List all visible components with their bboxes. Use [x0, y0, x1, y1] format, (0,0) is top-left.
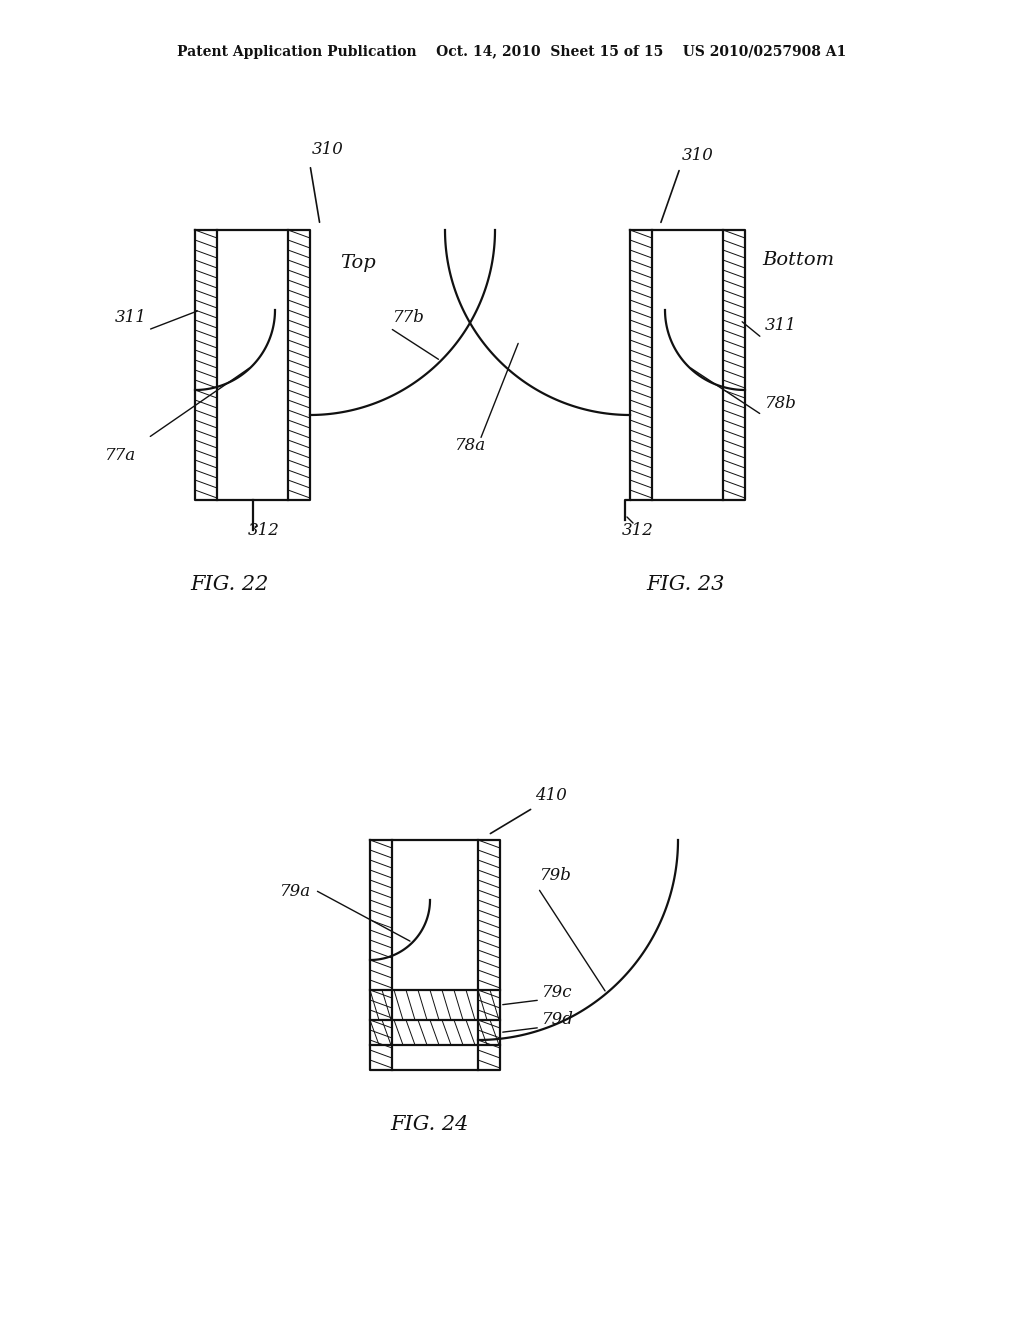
Text: 79b: 79b — [540, 867, 571, 884]
Text: Top: Top — [340, 253, 376, 272]
Text: 312: 312 — [622, 521, 654, 539]
Text: 311: 311 — [115, 309, 146, 326]
Text: Bottom: Bottom — [762, 251, 835, 269]
Text: 78b: 78b — [765, 395, 797, 412]
Text: 310: 310 — [682, 147, 714, 164]
Text: 79a: 79a — [280, 883, 311, 900]
Text: 77a: 77a — [105, 447, 136, 465]
Text: FIG. 22: FIG. 22 — [190, 576, 269, 594]
Text: 79d: 79d — [542, 1011, 573, 1028]
Text: 79c: 79c — [542, 983, 572, 1001]
Text: 312: 312 — [248, 521, 280, 539]
Text: Patent Application Publication    Oct. 14, 2010  Sheet 15 of 15    US 2010/02579: Patent Application Publication Oct. 14, … — [177, 45, 847, 59]
Text: 78a: 78a — [455, 437, 486, 454]
Text: 310: 310 — [312, 141, 344, 158]
Text: 311: 311 — [765, 317, 797, 334]
Text: FIG. 24: FIG. 24 — [391, 1115, 469, 1134]
Text: FIG. 23: FIG. 23 — [646, 576, 724, 594]
Text: 410: 410 — [535, 787, 567, 804]
Text: 77b: 77b — [393, 309, 425, 326]
